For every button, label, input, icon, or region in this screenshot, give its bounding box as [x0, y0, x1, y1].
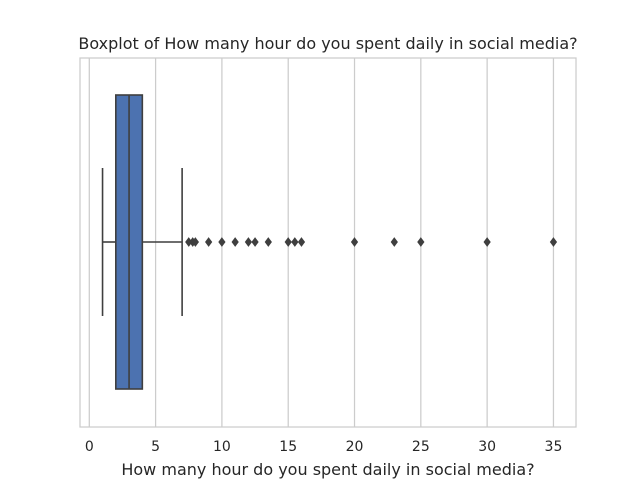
outlier-point-5: [231, 237, 239, 247]
x-tick-label-25: 25: [412, 439, 430, 455]
outlier-point-15: [483, 237, 491, 247]
outlier-point-16: [549, 237, 558, 247]
x-axis-label: How many hour do you spent daily in soci…: [121, 460, 534, 479]
plot-frame: [79, 57, 577, 428]
x-tick-label-35: 35: [545, 439, 563, 455]
x-tick-label-5: 5: [151, 439, 160, 455]
outlier-point-4: [218, 237, 226, 247]
outlier-point-11: [297, 237, 306, 247]
outlier-point-13: [390, 237, 398, 247]
box-group: [101, 94, 183, 390]
outliers-group: [185, 237, 558, 247]
chart-title: Boxplot of How many hour do you spent da…: [78, 34, 577, 53]
outlier-point-6: [244, 237, 253, 247]
outlier-point-14: [417, 237, 425, 247]
x-tick-label-20: 20: [346, 439, 364, 455]
x-tick-labels: 0 5 10 15 20 25 30 35: [85, 439, 563, 455]
outlier-point-9: [284, 237, 292, 247]
outlier-point-3: [205, 237, 213, 247]
outlier-point-2: [191, 237, 200, 247]
outlier-point-8: [264, 237, 272, 247]
outlier-point-10: [291, 237, 299, 247]
outlier-point-7: [251, 237, 259, 247]
x-tick-label-10: 10: [213, 439, 231, 455]
x-tick-label-0: 0: [85, 439, 94, 455]
x-tick-label-15: 15: [279, 439, 297, 455]
outlier-point-12: [350, 237, 359, 247]
x-tick-label-30: 30: [478, 439, 496, 455]
